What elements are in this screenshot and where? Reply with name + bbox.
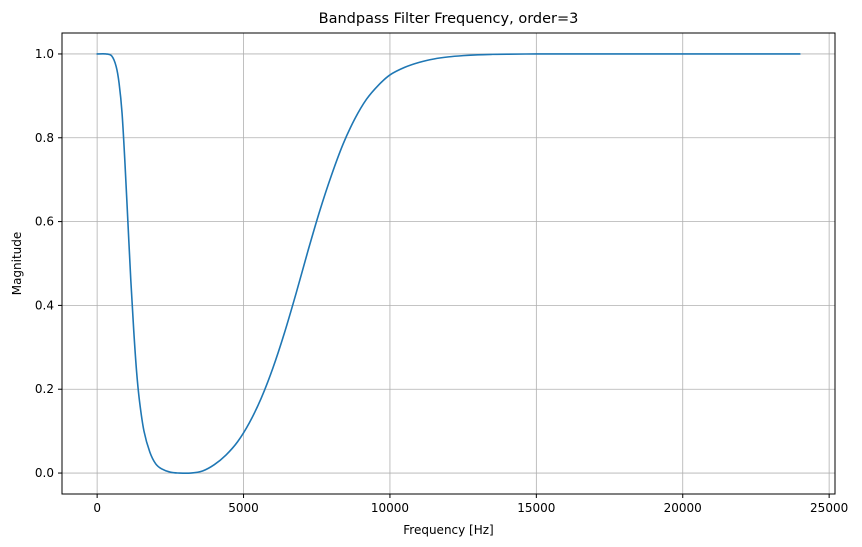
y-tick-label: 0.6 bbox=[35, 215, 54, 229]
chart-title: Bandpass Filter Frequency, order=3 bbox=[319, 11, 579, 27]
axis-ticks: 0 5000 10000 15000 20000 25000 0.0 0.2 0.4 0.6 0.8… bbox=[35, 47, 848, 515]
x-tick-label: 10000 bbox=[371, 501, 409, 515]
x-tick-label: 0 bbox=[93, 501, 101, 515]
plot-frame bbox=[61, 32, 836, 495]
series-line bbox=[96, 53, 801, 475]
y-tick-label: 0.8 bbox=[35, 131, 54, 145]
y-tick-label: 0.2 bbox=[35, 382, 54, 396]
y-tick-label: 0.4 bbox=[35, 298, 54, 312]
x-tick-label: 20000 bbox=[664, 501, 702, 515]
x-tick-label: 5000 bbox=[228, 501, 259, 515]
x-tick-label: 15000 bbox=[517, 501, 555, 515]
x-tick-label: 25000 bbox=[810, 501, 848, 515]
y-tick-label: 1.0 bbox=[35, 47, 54, 61]
grid bbox=[62, 33, 835, 494]
y-axis-label: Magnitude bbox=[10, 232, 24, 296]
curve-layer bbox=[96, 53, 801, 475]
x-axis-label: Frequency [Hz] bbox=[403, 523, 494, 537]
y-tick-label: 0.0 bbox=[35, 466, 54, 480]
